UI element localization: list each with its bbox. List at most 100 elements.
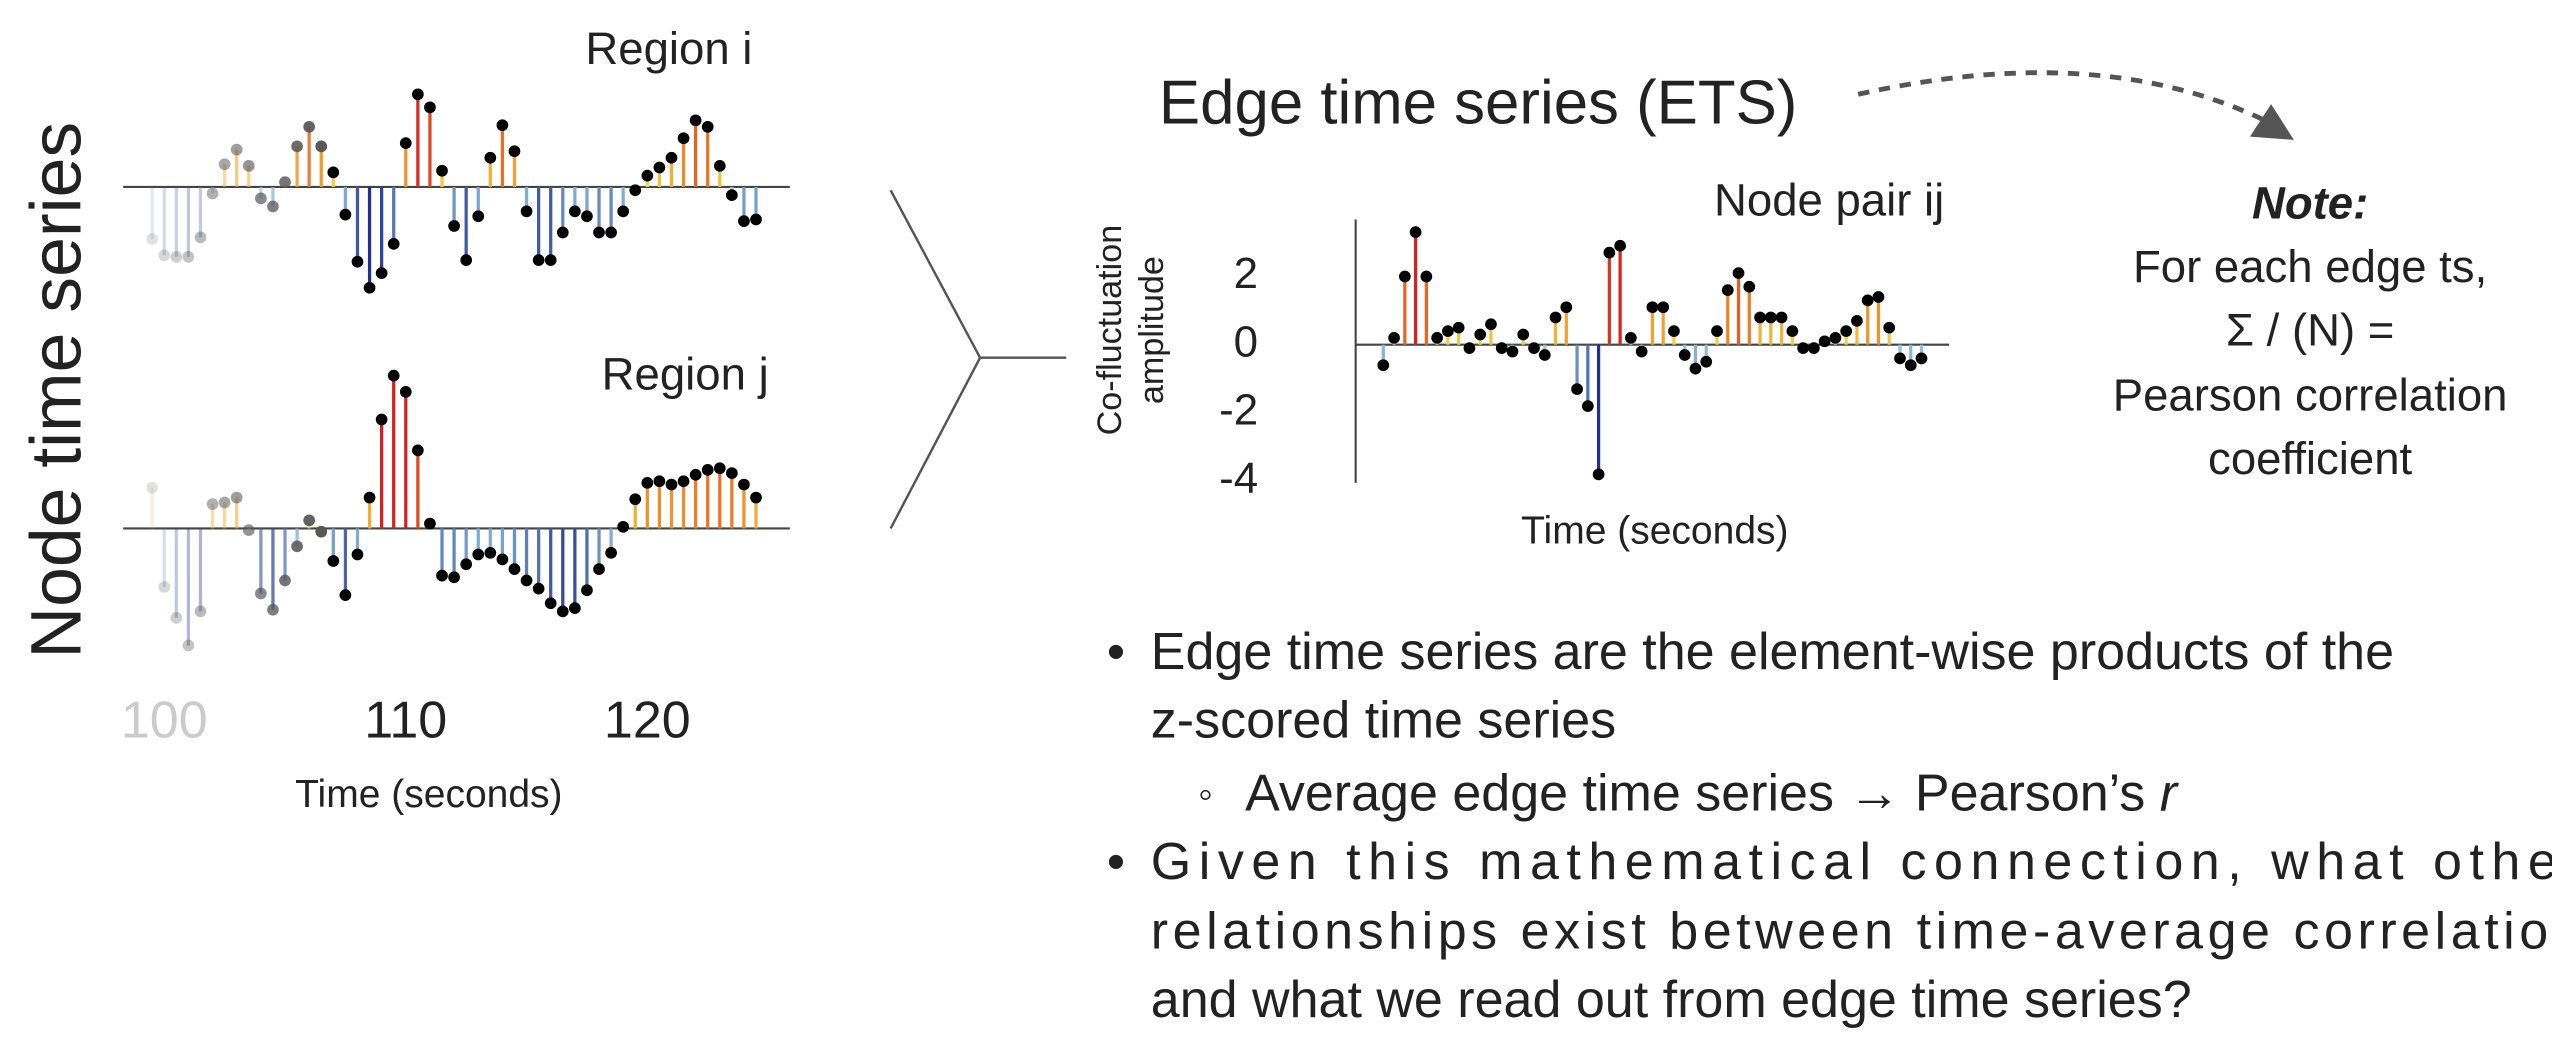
stem-dot [170,612,183,624]
bullet-dot: • [1107,833,1125,891]
stem-dot [218,496,231,509]
stem-dot [1549,311,1562,324]
stem-dot [363,491,376,504]
note-line: Pearson correlation [2113,369,2508,420]
stem-dot [1388,332,1400,344]
stem-dot [158,581,171,593]
stem-dot [1463,342,1476,354]
stem-dot [375,413,388,426]
y-tick-label: -2 [1219,386,1258,435]
stem-dot [146,481,159,494]
y-axis-label: Co-fluctuation [1091,225,1129,436]
stem-dot [267,200,279,213]
stem-dot [291,540,303,553]
stem-dot [1431,332,1443,344]
stem-dot [1635,345,1648,358]
stem-dot [1657,301,1670,314]
stem-dot [1560,301,1573,314]
ets-title: Edge time series (ETS) [1159,69,1797,138]
stem-dot [363,281,376,294]
stem-dot [653,161,666,174]
stem-dot [255,587,267,600]
stem-dot [1592,468,1605,481]
stem-dot [1829,332,1842,344]
stem-dot [1883,321,1896,334]
bullet-line: Given this mathematical connection, what… [1151,833,2552,891]
stem-dot [1851,314,1863,327]
stem-dot [339,208,352,221]
stem-dot [206,498,219,510]
stem-dot [1538,349,1551,361]
stem-dot [1506,345,1519,358]
stem-dot [315,525,328,538]
stem-dot [1743,280,1756,293]
bullet-dot: • [1107,623,1125,681]
stem-dot [1700,355,1713,368]
note-line: For each edge ts, [2133,241,2487,292]
stem-dot [387,369,400,382]
stem-dot [665,478,678,491]
stem-dot [218,158,231,171]
stem-dot [1517,328,1530,341]
stem-dot [412,444,424,457]
stem-dot [194,605,207,618]
stem-dot [303,514,316,527]
stem-dot [617,520,630,533]
stem-dot [279,574,291,587]
x-axis-label: Time (seconds) [295,773,562,816]
bullet-line: z-scored time series [1151,691,1616,749]
stem-dot [1614,239,1626,252]
sub-bullet-italic: r [2160,764,2180,822]
stem-dot [617,205,630,218]
chart-title: Region i [585,23,752,74]
stem-dot [1711,325,1723,337]
stem-dot [1689,362,1702,375]
note-line: coefficient [2208,433,2412,484]
stem-dot [508,563,521,575]
x-tick-label: 100 [121,691,208,749]
stem-dot [182,251,195,263]
stem-dot [701,464,714,476]
stem-dot [424,101,436,114]
stem-dot [315,140,328,153]
stem-dot [1571,383,1583,395]
note-heading: Note: [2252,178,2368,229]
sub-bullet-text: Average edge time series → Pearson’s [1245,764,2160,822]
stem-dot [677,132,690,145]
sub-bullet-dot: ◦ [1198,770,1213,817]
stem-dot [460,558,473,571]
x-tick-label: 120 [604,691,691,749]
stem-dot [1528,342,1540,354]
y-tick-label: -4 [1219,454,1258,503]
stem-dot [1786,325,1799,337]
stem-dot [327,555,340,567]
node-ylabel: Node time series [16,122,96,659]
stem-dot [303,120,316,133]
stem-dot [242,524,255,536]
stem-dot [267,603,279,616]
stem-dot [629,184,642,197]
stem-dot [1485,318,1497,331]
stem-dot [291,140,303,153]
stem-dot [206,187,219,200]
stem-dot [1818,335,1831,348]
stem-dot [508,145,521,158]
stem-dot [1377,359,1390,372]
stem-dot [1646,301,1659,314]
stem-dot [1452,321,1465,334]
stem-dot [424,517,436,530]
stem-dot [1764,311,1777,324]
arrow-head [2249,104,2294,140]
stem-dot [279,176,291,188]
stem-dot [726,467,738,480]
stem-dot [581,584,593,597]
stem-dot [1861,294,1874,307]
stem-dot [1775,311,1788,324]
stem-dot [701,120,714,133]
stem-dot [230,143,243,156]
stem-dot [605,226,617,239]
bullet-line: Edge time series are the element-wise pr… [1151,623,2394,681]
x-axis-label: Time (seconds) [1521,510,1788,553]
stem-dot [230,491,243,504]
